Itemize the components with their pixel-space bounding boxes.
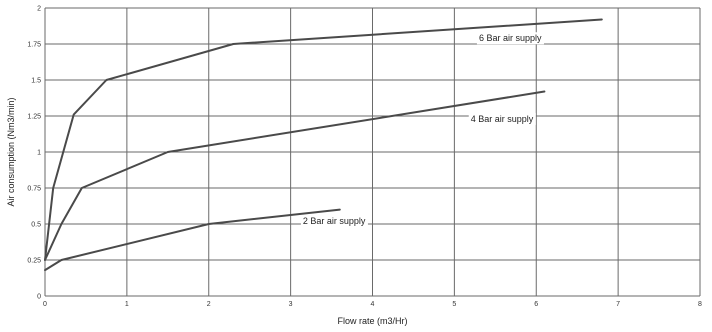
x-tick-label: 5 <box>452 301 456 308</box>
y-tick-label: 0.5 <box>31 222 41 229</box>
series-label-2: 4 Bar air supply <box>471 114 534 124</box>
y-tick-label: 0 <box>37 294 41 301</box>
series-labels: 6 Bar air supply 4 Bar air supply 2 Bar ai… <box>300 32 544 228</box>
series-label-background <box>476 32 544 45</box>
y-tick-label: 0.75 <box>27 186 41 193</box>
x-tick-label: 8 <box>698 301 702 308</box>
y-axis-label: Air consumption (Nm3/min) <box>6 97 16 206</box>
x-tick-label: 2 <box>207 301 211 308</box>
grid <box>44 7 701 297</box>
x-tick-label: 3 <box>289 301 293 308</box>
x-axis-ticks: 0 1 2 3 4 5 6 7 8 <box>43 301 702 308</box>
y-tick-label: 1.25 <box>27 114 41 121</box>
y-tick-label: 1 <box>37 150 41 157</box>
y-tick-label: 2 <box>37 6 41 13</box>
y-tick-label: 0.25 <box>27 258 41 265</box>
y-tick-label: 1.5 <box>31 78 41 85</box>
x-axis-label: Flow rate (m3/Hr) <box>337 316 407 326</box>
x-tick-label: 4 <box>371 301 375 308</box>
series-label-background <box>300 215 368 228</box>
x-tick-label: 1 <box>125 301 129 308</box>
x-tick-label: 6 <box>534 301 538 308</box>
series-label-1: 6 Bar air supply <box>479 33 542 43</box>
series-layer <box>44 18 603 272</box>
y-tick-label: 1.75 <box>27 42 41 49</box>
series-label-3: 2 Bar air supply <box>303 216 366 226</box>
y-axis-ticks: 0 0.25 0.5 0.75 1 1.25 1.5 1.75 2 <box>27 6 41 301</box>
series-line-1 <box>44 18 603 261</box>
x-tick-label: 0 <box>43 301 47 308</box>
series-line-2 <box>44 90 546 261</box>
series-label-background <box>468 112 536 125</box>
series-line-3 <box>44 208 341 272</box>
x-tick-label: 7 <box>616 301 620 308</box>
